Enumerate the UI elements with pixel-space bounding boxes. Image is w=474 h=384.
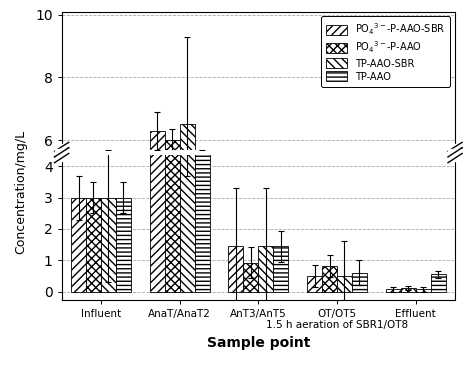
Bar [55, 144, 69, 155]
Bar [180, 88, 195, 292]
Bar [258, 246, 273, 292]
Text: Concentration/mg/L: Concentration/mg/L [14, 130, 27, 254]
Bar [416, 290, 431, 292]
Bar [116, 197, 131, 292]
Bar [273, 246, 288, 292]
Bar [352, 310, 367, 328]
Bar [307, 313, 322, 328]
Bar [164, 140, 180, 328]
Bar [243, 299, 258, 328]
Bar [180, 124, 195, 328]
Bar [116, 234, 131, 328]
X-axis label: Sample point: Sample point [207, 336, 310, 350]
Bar [416, 326, 431, 328]
Bar [273, 283, 288, 328]
Bar [86, 197, 101, 292]
Bar [164, 103, 180, 292]
Bar [401, 288, 416, 292]
Bar [101, 234, 116, 328]
Bar [228, 246, 243, 292]
Bar [401, 324, 416, 328]
Bar [150, 131, 164, 328]
Bar [101, 197, 116, 292]
Bar [71, 234, 86, 328]
Bar [337, 276, 352, 292]
Legend: PO$_4$$^{3-}$-P-AAO-SBR, PO$_4$$^{3-}$-P-AAO, TP-AAO-SBR, TP-AAO: PO$_4$$^{3-}$-P-AAO-SBR, PO$_4$$^{3-}$-P… [321, 17, 450, 86]
Bar [431, 275, 446, 292]
Bar [448, 144, 462, 155]
Bar [322, 266, 337, 292]
Bar [243, 263, 258, 292]
Bar [55, 149, 69, 161]
Bar [386, 326, 401, 328]
Bar [337, 313, 352, 328]
Bar [448, 149, 462, 161]
Bar [258, 283, 273, 328]
Bar [228, 283, 243, 328]
Bar [307, 276, 322, 292]
Bar [86, 234, 101, 328]
Bar [71, 197, 86, 292]
Bar [195, 126, 210, 292]
Bar [322, 303, 337, 328]
Bar [195, 162, 210, 328]
Bar [150, 94, 164, 292]
Bar [352, 273, 367, 292]
Bar [386, 290, 401, 292]
Bar [431, 311, 446, 328]
